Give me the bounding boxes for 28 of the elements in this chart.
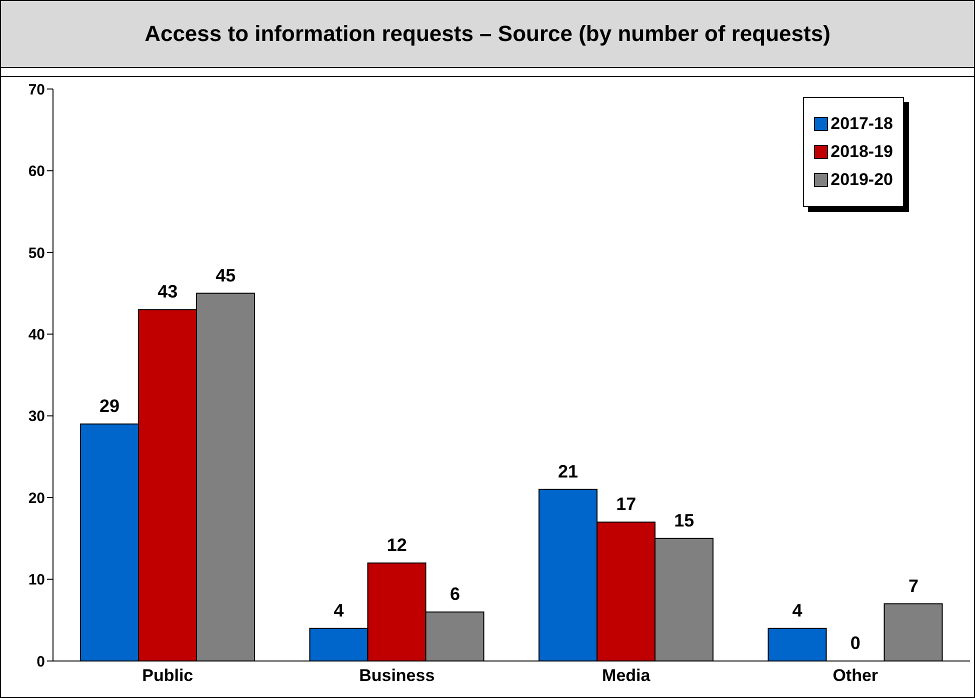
data-label: 6 — [450, 584, 460, 604]
data-label: 4 — [792, 600, 802, 620]
y-tick-label: 70 — [28, 81, 45, 98]
y-tick-label: 10 — [28, 572, 45, 589]
data-label: 0 — [850, 633, 860, 653]
y-tick-label: 0 — [36, 653, 45, 670]
data-label: 15 — [674, 510, 694, 530]
legend-label: 2019-20 — [830, 170, 893, 190]
data-label: 7 — [908, 576, 918, 596]
data-label: 45 — [216, 265, 236, 286]
y-tick-label: 60 — [28, 163, 45, 180]
data-label: 17 — [616, 494, 636, 514]
legend-label: 2018-19 — [830, 142, 893, 162]
x-tick-label: Business — [359, 666, 435, 686]
chart-title: Access to information requests – Source (by number of requests) — [1, 1, 974, 68]
y-tick-label: 20 — [28, 490, 45, 507]
x-tick-label: Other — [832, 666, 878, 686]
data-label: 12 — [386, 534, 407, 555]
data-label: 29 — [100, 396, 120, 416]
data-label: 21 — [558, 461, 578, 482]
legend-label: 2017-18 — [830, 114, 893, 134]
y-tick-label: 30 — [28, 408, 45, 426]
data-label: 43 — [158, 282, 178, 302]
y-tick-label: 50 — [28, 244, 45, 262]
y-tick-label: 40 — [28, 326, 45, 344]
data-label: 4 — [334, 600, 344, 620]
x-tick-label: Public — [142, 666, 194, 686]
x-tick-label: Media — [602, 666, 651, 686]
